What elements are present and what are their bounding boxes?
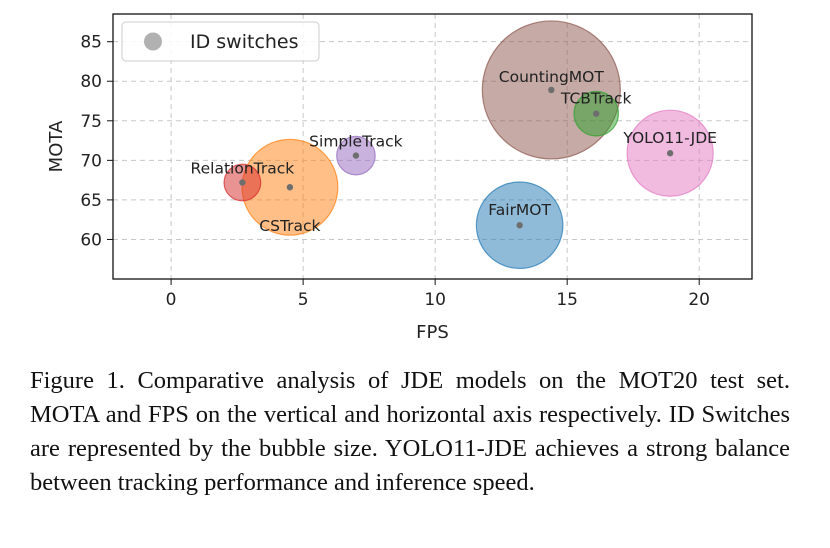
y-tick-label: 65	[80, 191, 102, 211]
point-label-cstrack: CSTrack	[259, 217, 320, 235]
y-tick-label: 80	[80, 72, 102, 92]
x-tick-label: 20	[688, 290, 710, 310]
bubble-chart: RelationTrack CSTrack SimpleTrack FairMOT Co…	[46, 13, 753, 343]
center-dot-relationtrack	[239, 179, 246, 186]
x-tick-label: 5	[298, 290, 309, 310]
legend-label: ID switches	[190, 31, 299, 53]
y-tick-label: 70	[80, 151, 102, 171]
legend-marker	[144, 32, 162, 51]
legend-box	[121, 21, 320, 62]
center-dot-tcbtrack	[593, 110, 600, 117]
plot-frame	[112, 13, 753, 280]
y-tick-label: 60	[80, 230, 102, 250]
point-label-fairmot: FairMOT	[488, 201, 551, 219]
y-axis-label: MOTA	[46, 120, 67, 172]
point-label-relationtrack: RelationTrack	[191, 159, 295, 177]
point-label-simpletrack: SimpleTrack	[309, 133, 403, 151]
point-label-yolo11-jde: YOLO11-JDE	[622, 129, 717, 147]
center-dot-simpletrack	[352, 152, 360, 159]
x-tick-label: 15	[556, 290, 578, 310]
center-dot-countingmot	[548, 86, 555, 94]
y-tick-label: 75	[80, 112, 102, 132]
x-tick-label: 10	[424, 290, 446, 310]
y-tick-label: 85	[80, 33, 102, 53]
center-dot-cstrack	[286, 184, 294, 191]
figure-caption: Figure 1. Comparative analysis of JDE mo…	[30, 367, 790, 496]
x-tick-label: 0	[166, 290, 177, 310]
point-label-tcbtrack: TCBTrack	[560, 90, 632, 108]
center-dot-fairmot	[516, 222, 523, 229]
point-label-countingmot: CountingMOT	[499, 68, 605, 86]
center-dot-yolo11-jde	[666, 150, 674, 157]
x-axis-label: FPS	[416, 322, 449, 343]
